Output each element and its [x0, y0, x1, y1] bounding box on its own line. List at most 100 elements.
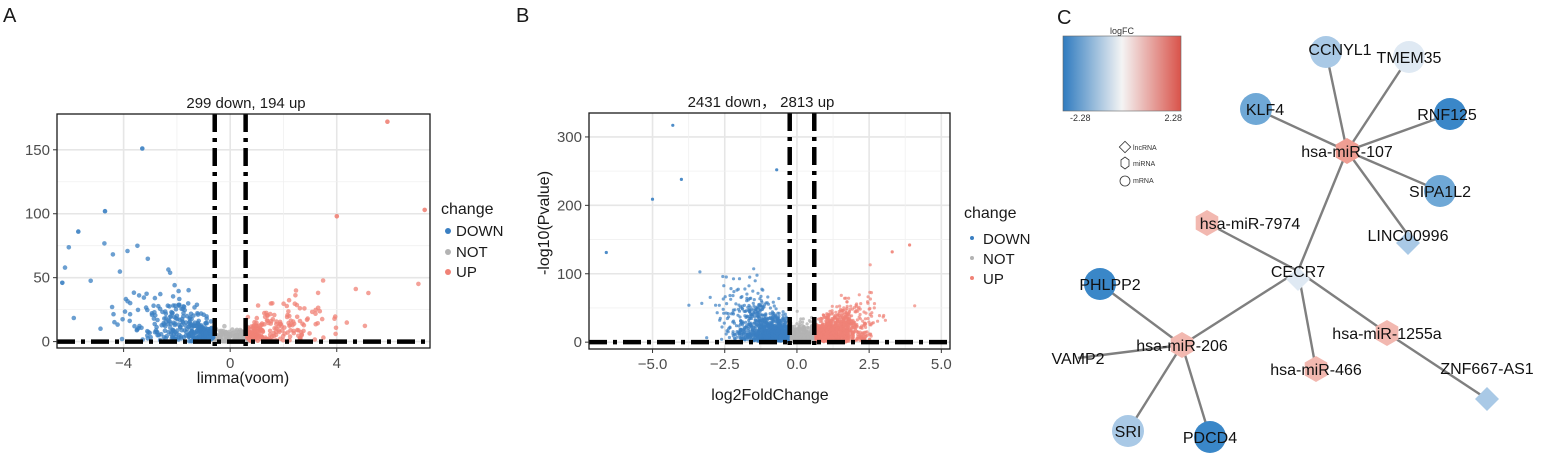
data-point-down — [721, 297, 725, 301]
panel-letter-c: C — [1057, 7, 1071, 29]
node-hexagon — [1335, 138, 1359, 164]
data-point-down — [758, 308, 762, 312]
data-point-up — [852, 322, 856, 326]
data-point-down — [734, 332, 738, 336]
data-point-up — [319, 316, 325, 322]
data-point-up — [831, 320, 835, 324]
data-point-up — [826, 334, 830, 338]
data-point-down — [604, 250, 608, 255]
x-tick-label: 4 — [333, 355, 341, 372]
node-label: hsa-miR-107 — [1301, 144, 1393, 161]
data-point-down — [102, 208, 108, 214]
data-point-up — [260, 329, 266, 335]
data-point-down — [179, 316, 185, 322]
data-point-down — [698, 270, 702, 274]
data-point-down — [722, 311, 726, 315]
network-edge — [1346, 150, 1409, 236]
plot-background — [589, 113, 950, 349]
data-point-down — [192, 320, 198, 326]
legend-a-up: UP — [456, 264, 477, 281]
legend-b-up-dot — [970, 276, 974, 280]
data-point-down — [204, 316, 209, 322]
data-point-up — [857, 293, 861, 297]
data-point-down — [700, 301, 704, 305]
data-point-down — [163, 311, 169, 317]
data-point-down — [773, 334, 777, 338]
data-point-not — [802, 336, 807, 340]
data-point-up — [280, 337, 286, 343]
data-point-up — [856, 332, 860, 336]
data-point-down — [750, 313, 754, 317]
data-point-up — [855, 302, 859, 306]
data-point-up — [826, 318, 830, 322]
data-point-up — [334, 214, 340, 219]
data-point-down — [186, 287, 191, 293]
network-node-rnf125: RNF125 — [1417, 98, 1477, 130]
data-point-up — [294, 302, 300, 308]
data-point-up — [287, 322, 293, 328]
data-point-down — [173, 330, 178, 335]
data-point-down — [161, 322, 167, 328]
data-point-up — [850, 326, 854, 330]
data-point-up — [344, 320, 350, 325]
data-point-up — [824, 324, 828, 328]
y-tick-label: 200 — [557, 197, 582, 214]
data-point-down — [759, 299, 764, 303]
data-point-up — [845, 329, 849, 333]
data-point-up — [842, 308, 846, 312]
data-point-up — [265, 313, 270, 319]
data-point-up — [270, 317, 276, 322]
data-point-down — [201, 312, 206, 318]
data-point-up — [821, 339, 825, 343]
data-point-down — [740, 323, 745, 327]
data-point-up — [282, 325, 287, 330]
plot-a-thresholds — [57, 114, 430, 348]
data-point-up — [836, 317, 840, 321]
data-point-down — [755, 312, 759, 316]
data-point-down — [752, 311, 756, 315]
data-point-up — [320, 278, 326, 283]
data-point-down — [109, 304, 115, 310]
data-point-up — [302, 306, 307, 311]
data-point-not — [234, 333, 239, 338]
data-point-down — [726, 330, 730, 334]
data-point-up — [850, 332, 854, 336]
network-node-hsa-mir-7974: hsa-miR-7974 — [1195, 210, 1300, 236]
data-point-down — [731, 277, 736, 281]
data-point-down — [771, 311, 775, 315]
node-circle — [1434, 98, 1466, 130]
node-diamond — [1286, 267, 1310, 291]
data-point-down — [179, 306, 184, 312]
data-point-down — [687, 303, 691, 307]
legend-a-up-dot — [445, 269, 451, 275]
data-point-up — [274, 321, 279, 327]
data-point-down — [188, 311, 194, 317]
plot-b-frame — [588, 112, 951, 350]
data-point-up — [847, 296, 851, 300]
data-point-down — [168, 314, 173, 319]
data-point-not — [800, 327, 804, 331]
data-point-down — [132, 323, 137, 329]
data-point-up — [817, 317, 821, 321]
data-point-down — [127, 318, 132, 324]
data-point-down — [188, 338, 194, 344]
data-point-up — [853, 324, 857, 329]
data-point-up — [317, 308, 323, 314]
data-point-up — [881, 315, 885, 319]
data-point-up — [291, 330, 297, 336]
data-point-up — [267, 328, 273, 334]
data-point-down — [131, 290, 137, 296]
data-point-up — [332, 316, 337, 322]
data-point-down — [196, 318, 201, 324]
node-label: PHLPP2 — [1079, 277, 1140, 294]
data-point-down — [756, 291, 760, 295]
data-point-not — [230, 327, 235, 332]
data-point-up — [861, 319, 865, 323]
data-point-not — [795, 309, 799, 313]
network-edge — [1346, 149, 1441, 193]
data-point-up — [830, 304, 834, 308]
data-point-down — [125, 248, 130, 254]
y-tick-label: 0 — [42, 334, 50, 351]
data-point-up — [826, 316, 830, 320]
data-point-up — [821, 322, 825, 326]
